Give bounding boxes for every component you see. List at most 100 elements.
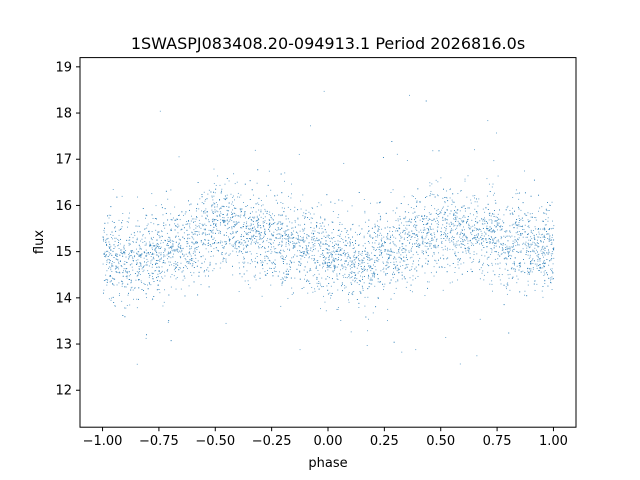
data-point xyxy=(260,254,262,256)
data-point xyxy=(481,223,483,225)
data-point xyxy=(237,192,239,194)
data-point xyxy=(452,235,453,237)
data-point xyxy=(429,185,431,187)
data-point xyxy=(215,224,216,226)
data-point xyxy=(494,220,496,222)
data-point xyxy=(411,236,413,238)
data-point xyxy=(535,252,537,254)
data-point xyxy=(530,263,532,265)
data-point xyxy=(425,100,427,102)
data-point xyxy=(398,249,400,250)
data-point xyxy=(507,282,509,284)
data-point xyxy=(110,253,112,255)
data-point xyxy=(395,237,397,239)
data-point xyxy=(485,233,487,235)
data-point xyxy=(498,241,500,243)
data-point xyxy=(359,234,360,235)
data-point xyxy=(504,237,506,238)
data-point xyxy=(395,245,397,247)
data-point xyxy=(295,237,297,239)
data-point xyxy=(175,225,177,227)
data-point xyxy=(233,226,235,228)
data-point xyxy=(458,258,459,260)
data-point xyxy=(333,266,335,268)
data-point xyxy=(362,259,364,261)
data-point xyxy=(410,207,412,209)
data-point xyxy=(378,226,380,228)
data-point xyxy=(193,281,195,283)
data-point xyxy=(454,218,456,220)
data-point xyxy=(415,226,417,228)
data-point xyxy=(277,202,278,204)
data-point xyxy=(421,231,423,233)
data-point xyxy=(451,240,453,242)
data-point xyxy=(398,227,400,229)
data-point xyxy=(204,232,206,234)
data-point xyxy=(242,225,244,227)
data-point xyxy=(153,281,155,282)
data-point xyxy=(195,227,197,229)
data-point xyxy=(329,265,331,266)
data-point xyxy=(219,199,221,201)
data-point xyxy=(354,277,356,279)
data-point xyxy=(487,264,489,266)
data-point xyxy=(497,175,499,177)
data-point xyxy=(289,260,291,262)
data-point xyxy=(299,271,301,273)
data-point xyxy=(482,270,484,272)
data-point xyxy=(375,233,376,234)
data-point xyxy=(342,284,343,285)
data-point xyxy=(152,299,154,301)
data-point xyxy=(489,229,491,231)
data-point xyxy=(198,271,200,273)
data-point xyxy=(446,225,448,227)
data-point xyxy=(180,288,182,290)
data-point xyxy=(310,217,312,219)
data-point xyxy=(505,209,507,211)
data-point xyxy=(370,283,372,285)
data-point xyxy=(516,238,518,240)
data-point xyxy=(314,288,316,290)
data-point xyxy=(365,316,367,318)
data-point xyxy=(525,252,527,253)
data-point xyxy=(213,226,215,228)
data-point xyxy=(447,200,449,202)
data-point xyxy=(500,283,502,285)
data-point xyxy=(338,229,340,231)
data-point xyxy=(416,224,418,226)
data-point xyxy=(124,316,126,318)
data-point xyxy=(364,250,366,252)
data-point xyxy=(379,282,381,283)
data-point xyxy=(493,213,495,215)
data-point xyxy=(308,245,309,247)
data-point xyxy=(386,253,388,255)
data-point xyxy=(460,263,462,265)
data-point xyxy=(538,210,540,212)
data-point xyxy=(462,239,463,240)
data-point xyxy=(361,262,363,264)
data-point xyxy=(468,225,470,227)
data-point xyxy=(232,274,234,276)
data-point xyxy=(387,262,389,264)
data-point xyxy=(476,201,478,203)
data-point xyxy=(187,234,189,236)
data-point xyxy=(249,231,251,233)
data-point xyxy=(323,250,325,252)
data-point xyxy=(298,264,300,266)
data-point xyxy=(363,198,365,200)
data-point xyxy=(406,233,408,235)
data-point xyxy=(166,270,168,272)
data-point xyxy=(170,230,172,231)
data-point xyxy=(191,260,193,262)
data-point xyxy=(159,258,161,260)
data-point xyxy=(288,240,290,242)
data-point xyxy=(350,282,352,284)
data-point xyxy=(227,223,229,225)
data-point xyxy=(399,261,401,263)
data-point xyxy=(311,239,312,241)
data-point xyxy=(142,235,144,237)
data-point xyxy=(270,252,272,254)
data-point xyxy=(129,212,130,214)
data-point xyxy=(114,246,116,248)
data-point xyxy=(538,253,540,255)
